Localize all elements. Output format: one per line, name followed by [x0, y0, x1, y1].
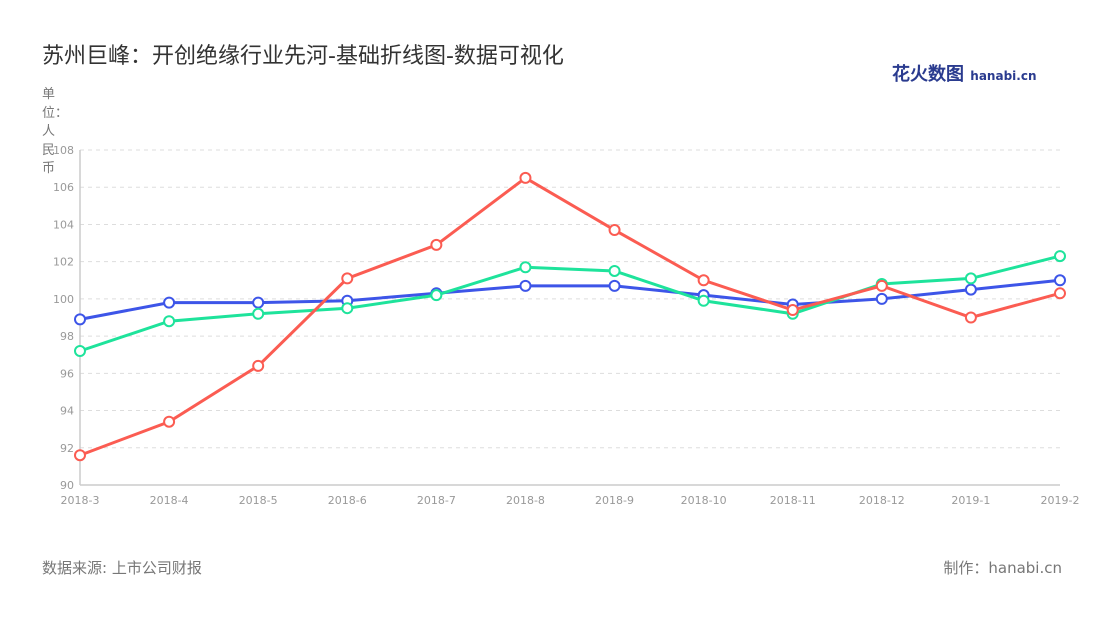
data-point	[875, 292, 888, 305]
x-tick-label: 2018-5	[239, 494, 278, 507]
data-point	[252, 359, 265, 372]
y-tick-label: 96	[60, 367, 74, 380]
y-tick-label: 104	[53, 218, 74, 231]
series-line-0	[79, 278, 1061, 321]
data-point	[964, 283, 977, 296]
data-point	[1054, 250, 1066, 263]
data-point	[608, 264, 621, 277]
y-tick-label: 108	[53, 144, 74, 157]
y-tick-label: 94	[60, 405, 74, 418]
credit: 制作：hanabi.cn	[943, 559, 1062, 577]
y-tick-label: 106	[53, 181, 74, 194]
y-tick-label: 92	[60, 442, 74, 455]
data-point	[519, 171, 532, 184]
data-point	[964, 311, 977, 324]
data-point	[697, 294, 710, 307]
x-tick-label: 2018-11	[770, 494, 816, 507]
data-point	[163, 296, 176, 309]
x-tick-label: 2019-2	[1041, 494, 1080, 507]
y-tick-label: 90	[60, 479, 74, 492]
x-tick-label: 2018-12	[859, 494, 905, 507]
data-point	[252, 296, 265, 309]
data-point	[430, 289, 443, 302]
x-tick-label: 2018-9	[595, 494, 634, 507]
data-point	[1054, 274, 1066, 287]
x-tick-label: 2018-7	[417, 494, 456, 507]
x-tick-label: 2018-8	[506, 494, 545, 507]
x-tick-label: 2018-4	[150, 494, 189, 507]
data-point	[74, 313, 86, 326]
series-line-1	[79, 254, 1061, 353]
x-tick-label: 2018-3	[61, 494, 100, 507]
data-point	[74, 345, 86, 357]
data-source: 数据来源: 上市公司财报	[42, 559, 202, 577]
logo-en: hanabi.cn	[970, 69, 1037, 83]
chart-title: 苏州巨峰：开创绝缘行业先河-基础折线图-数据可视化	[42, 44, 564, 69]
y-tick-label: 100	[53, 293, 74, 306]
data-point	[964, 272, 977, 285]
data-point	[163, 415, 176, 428]
data-point	[697, 274, 710, 287]
data-point	[608, 224, 621, 237]
data-point	[341, 302, 354, 315]
y-tick-label: 102	[53, 256, 74, 269]
data-point	[875, 279, 888, 292]
data-point	[519, 279, 532, 292]
logo-cn: 花火数图	[892, 64, 964, 85]
data-point	[163, 315, 176, 328]
x-tick-label: 2019-1	[951, 494, 990, 507]
data-point	[74, 449, 86, 462]
data-point	[341, 272, 354, 285]
x-tick-label: 2018-10	[681, 494, 727, 507]
data-point	[786, 304, 799, 317]
brand-logo: 花火数图 hanabi.cn	[892, 60, 1036, 86]
y-tick-label: 98	[60, 330, 74, 343]
x-tick-label: 2018-6	[328, 494, 367, 507]
series-line-2	[79, 176, 1061, 457]
data-point	[430, 238, 443, 251]
data-point	[608, 279, 621, 292]
data-point	[252, 307, 265, 320]
data-point	[1054, 287, 1066, 300]
data-point	[519, 261, 532, 274]
